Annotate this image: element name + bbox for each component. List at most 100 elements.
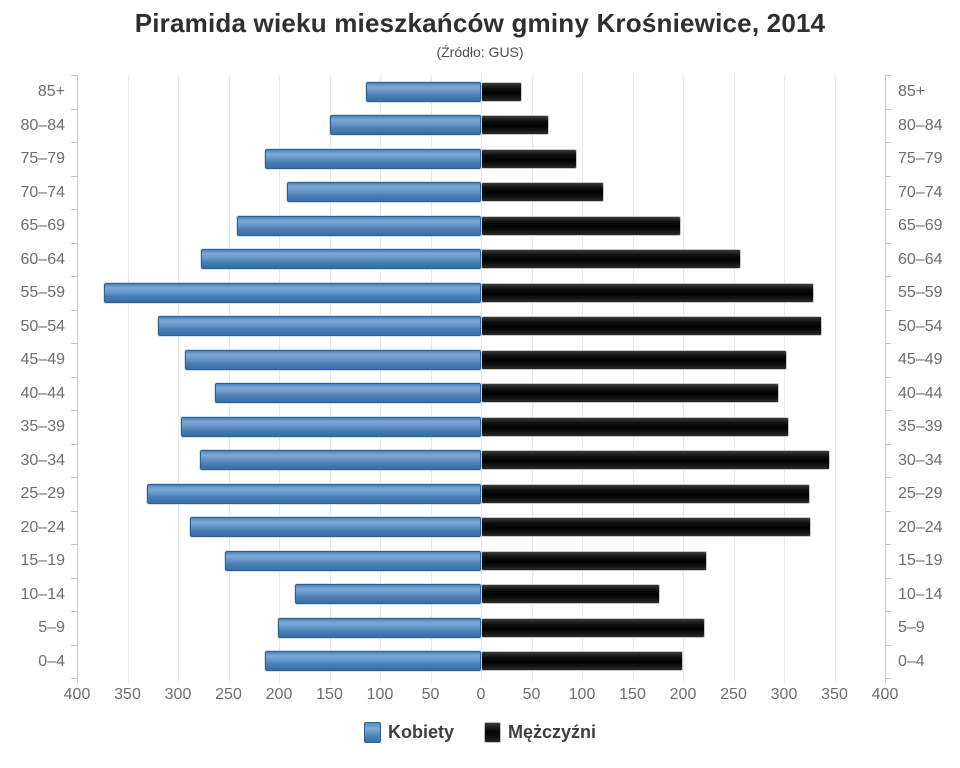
y-axis-label: 60–64 (898, 250, 943, 268)
y-axis-label: 35–39 (20, 418, 66, 435)
gridline (229, 75, 230, 683)
axis-tick (71, 109, 77, 110)
bar-kobiety-55–59 (104, 282, 481, 303)
x-axis-tick-label: 0 (476, 686, 486, 703)
y-axis-label: 85+ (37, 83, 65, 100)
gridline (380, 75, 381, 683)
y-axis-label: 75–79 (898, 150, 943, 167)
gridline (835, 75, 836, 683)
kobiety-swatch-icon (363, 722, 381, 743)
x-axis-labels: 400 350 300 250 200 150 100 50 0 50 100 150 200 250 30… (0, 686, 960, 706)
legend-item-kobiety[interactable]: Kobiety (363, 722, 454, 743)
y-axis-label: 20–24 (898, 518, 943, 536)
axis-tick (885, 310, 891, 311)
y-axis-label: 20–24 (20, 518, 66, 536)
x-axis-tick-label: 150 (619, 686, 646, 703)
axis-tick (71, 578, 77, 579)
x-axis-tick-label: 200 (265, 686, 293, 703)
x-axis-tick-label: 400 (63, 686, 91, 703)
gridline (178, 75, 179, 683)
y-axis-label: 25–29 (898, 485, 943, 502)
axis-tick (885, 578, 891, 579)
axis-tick (71, 209, 77, 210)
y-axis-label: 35–39 (898, 418, 943, 435)
axis-tick (71, 75, 77, 76)
bar-mezczyzni-45–49 (481, 349, 788, 370)
axis-tick (885, 377, 891, 378)
axis-tick (885, 343, 891, 344)
bar-mezczyzni-70–74 (481, 182, 605, 203)
bar-mezczyzni-75–79 (481, 148, 577, 169)
bar-kobiety-45–49 (185, 349, 481, 370)
chart-title: Piramida wieku mieszkańców gminy Krośnie… (134, 8, 826, 38)
y-axis-label: 5–9 (38, 619, 65, 636)
y-axis-label: 10–14 (20, 585, 66, 603)
bar-kobiety-65–69 (236, 215, 481, 236)
bar-kobiety-85+ (365, 81, 481, 102)
x-axis-tick-label: 100 (568, 686, 596, 703)
gridline (279, 75, 280, 683)
y-axis-label: 15–19 (898, 552, 943, 569)
y-axis-label: 45–49 (898, 351, 943, 368)
bar-kobiety-40–44 (215, 383, 481, 404)
bar-mezczyzni-85+ (481, 81, 523, 102)
axis-tick (71, 444, 77, 445)
bar-mezczyzni-10–14 (481, 584, 660, 605)
legend-item-mezczyzni[interactable]: Mężczyźni (483, 722, 597, 743)
bar-kobiety-20–24 (190, 517, 481, 538)
axis-tick (71, 176, 77, 177)
bar-mezczyzni-20–24 (481, 517, 812, 538)
gridline (734, 75, 735, 683)
y-axis-label: 25–29 (20, 485, 66, 502)
bar-mezczyzni-50–54 (481, 316, 823, 337)
gridline (330, 75, 331, 683)
axis-tick (71, 645, 77, 646)
axis-line (885, 75, 886, 683)
bar-kobiety-5–9 (277, 617, 481, 638)
x-axis-tick-label: 100 (366, 686, 394, 703)
axis-tick (885, 410, 891, 411)
y-axis-label: 65–69 (20, 217, 66, 234)
axis-tick (71, 511, 77, 512)
y-axis-label: 55–59 (20, 284, 66, 301)
axis-tick (885, 678, 891, 679)
x-axis-tick-label: 300 (770, 686, 798, 703)
gridline (128, 75, 129, 683)
axis-tick (71, 310, 77, 311)
bar-mezczyzni-40–44 (481, 383, 779, 404)
y-axis-label: 40–44 (20, 384, 66, 402)
bar-kobiety-75–79 (264, 148, 481, 169)
gridline (784, 75, 785, 683)
axis-tick (885, 276, 891, 277)
axis-tick (71, 477, 77, 478)
bar-mezczyzni-35–39 (481, 416, 790, 437)
y-axis-label: 5–9 (898, 619, 925, 636)
axis-tick (71, 343, 77, 344)
bar-kobiety-25–29 (146, 483, 481, 504)
axis-tick (885, 511, 891, 512)
gridline (582, 75, 583, 683)
axis-tick (885, 75, 891, 76)
y-axis-label: 45–49 (20, 351, 66, 368)
x-axis-tick-label: 250 (215, 686, 242, 703)
axis-tick (71, 243, 77, 244)
y-axis-label: 55–59 (898, 284, 943, 301)
legend-label-mezczyzni: Mężczyźni (507, 722, 597, 742)
axis-tick (885, 544, 891, 545)
y-axis-label: 30–34 (898, 451, 943, 469)
bar-kobiety-10–14 (295, 584, 481, 605)
legend-label-kobiety: Kobiety (387, 722, 454, 742)
x-axis-tick-label: 150 (316, 686, 343, 703)
axis-line (77, 75, 78, 683)
y-axis-label: 80–84 (20, 116, 66, 134)
bar-kobiety-80–84 (329, 115, 481, 136)
bar-kobiety-15–19 (225, 550, 481, 571)
y-axis-label: 50–54 (20, 317, 66, 335)
bar-mezczyzni-80–84 (481, 115, 549, 136)
axis-tick (71, 410, 77, 411)
y-axis-label: 60–64 (20, 250, 66, 268)
axis-tick (885, 142, 891, 143)
axis-tick (885, 176, 891, 177)
axis-tick (885, 645, 891, 646)
